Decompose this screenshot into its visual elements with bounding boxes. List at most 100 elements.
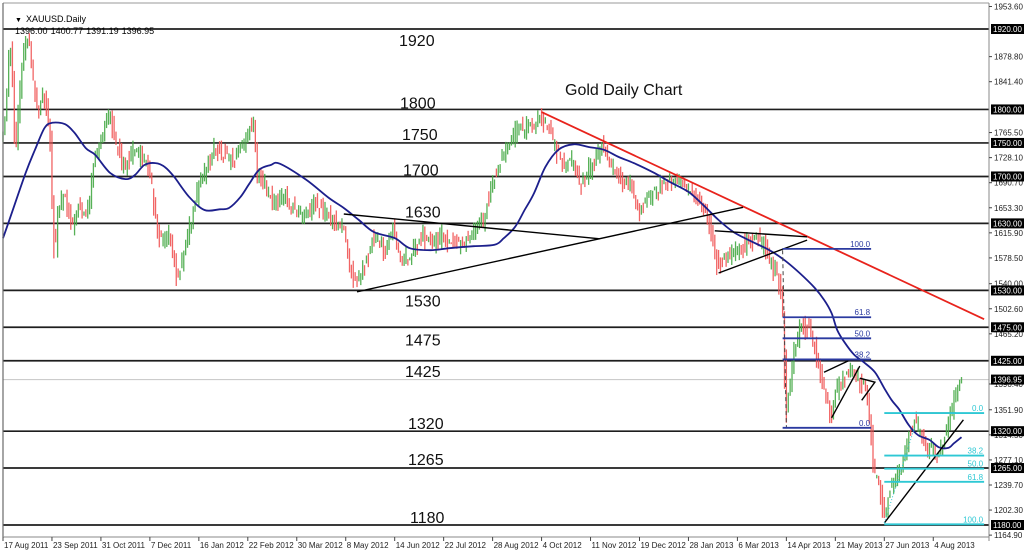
rising-support-line[interactable] xyxy=(883,419,964,524)
fib-level-label: 0.0 xyxy=(859,419,871,428)
fib-level-label: 50.0 xyxy=(968,460,984,469)
level-price-label-box xyxy=(991,171,1024,182)
level-price-label: 1265.00 xyxy=(993,464,1022,473)
level-annotations: 1920 1800 1750 1700 1630 1530 1475 1425 1320 1265… xyxy=(399,33,445,527)
date-tick-label: 4 Oct 2012 xyxy=(543,541,583,550)
level-price-label: 1920.00 xyxy=(993,25,1022,34)
fib-level-label: 0.0 xyxy=(972,404,984,413)
time-axis[interactable]: 17 Aug 2011 23 Sep 2011 31 Oct 2011 7 Dec 2… xyxy=(2,537,975,550)
fib-level-label: 38.2 xyxy=(968,447,984,456)
chart-frame xyxy=(2,2,990,541)
flag-upper-line[interactable] xyxy=(714,230,808,238)
level-price-label: 1475.00 xyxy=(993,323,1022,332)
level-price-label-box xyxy=(991,355,1024,366)
wedge-lower-line[interactable] xyxy=(830,365,861,419)
level-label-1425: 1425 xyxy=(405,364,441,381)
price-tick-label: 1653.30 xyxy=(994,204,1023,213)
level-price-label-box xyxy=(991,463,1024,474)
triangle-upper-line[interactable] xyxy=(343,213,600,240)
date-tick-label: 14 Apr 2013 xyxy=(787,541,831,550)
level-price-label-box xyxy=(991,137,1024,148)
low-value: 1391.19 xyxy=(86,26,119,36)
level-price-label-box xyxy=(991,285,1024,296)
level-price-label-box xyxy=(991,104,1024,115)
level-price-label: 1800.00 xyxy=(993,105,1022,114)
date-tick-label: 17 Aug 2011 xyxy=(4,541,49,550)
price-tick-label: 1841.40 xyxy=(994,78,1023,87)
level-price-label-box xyxy=(991,426,1024,437)
fib-level-label: 100.0 xyxy=(850,240,871,249)
level-price-label-box xyxy=(991,520,1024,531)
date-tick-label: 30 Mar 2012 xyxy=(298,541,343,550)
support-resistance-lines[interactable] xyxy=(3,28,989,526)
date-tick-label: 23 Sep 2011 xyxy=(53,541,98,550)
current-price-label-box xyxy=(991,374,1024,385)
price-tick-label: 1164.90 xyxy=(994,531,1023,540)
date-tick-label: 14 Jun 2012 xyxy=(396,541,441,550)
price-tick-label: 1765.50 xyxy=(994,129,1023,138)
triangle-lower-line[interactable] xyxy=(356,206,744,293)
chart-title: Gold Daily Chart xyxy=(565,82,683,99)
date-tick-label: 28 Jan 2013 xyxy=(689,541,734,550)
red-downtrend-line[interactable] xyxy=(541,111,985,321)
date-tick-label: 8 May 2012 xyxy=(347,541,389,550)
price-tick-label: 1277.10 xyxy=(994,456,1023,465)
date-tick-label: 28 Aug 2012 xyxy=(494,541,539,550)
wedge-upper-line[interactable] xyxy=(823,360,849,373)
close-value: 1396.95 xyxy=(121,26,155,36)
price-tick-label: 1465.20 xyxy=(994,330,1023,339)
fib-level-label: 61.8 xyxy=(968,473,984,482)
moving-average-line xyxy=(2,121,963,450)
price-tick-label: 1239.70 xyxy=(994,481,1023,490)
high-value: 1400.77 xyxy=(50,26,84,36)
fibonacci-retracements[interactable]: 100.0 61.8 50.0 38.2 0.0 0.0 38.2 50.0 61.8 100.0 xyxy=(782,240,985,526)
dropdown-triangle-icon[interactable]: ▼ xyxy=(15,17,22,24)
date-tick-label: 4 Aug 2013 xyxy=(934,541,975,550)
price-tick-label: 1351.90 xyxy=(994,406,1023,415)
level-price-label: 1320.00 xyxy=(993,427,1022,436)
level-label-1265: 1265 xyxy=(408,452,444,469)
level-price-label-box xyxy=(991,24,1024,35)
level-price-label: 1180.00 xyxy=(993,521,1022,530)
date-tick-label: 16 Jan 2012 xyxy=(200,541,245,550)
fib-level-label: 38.2 xyxy=(855,350,871,359)
level-price-label: 1700.00 xyxy=(993,172,1022,181)
date-tick-label: 31 Oct 2011 xyxy=(102,541,146,550)
fib-retracement-blue[interactable]: 100.0 61.8 50.0 38.2 0.0 xyxy=(782,240,872,429)
price-tick-label: 1540.00 xyxy=(994,280,1023,289)
price-tick-label: 1502.60 xyxy=(994,305,1023,314)
level-price-label: 1750.00 xyxy=(993,139,1022,148)
price-tick-label: 1615.90 xyxy=(994,229,1023,238)
date-tick-label: 7 Dec 2011 xyxy=(151,541,192,550)
current-price-label: 1396.95 xyxy=(993,376,1022,385)
fib-retracement-cyan[interactable]: 0.0 38.2 50.0 61.8 100.0 xyxy=(883,404,985,526)
level-label-1630: 1630 xyxy=(405,204,441,221)
price-tick-label: 1728.10 xyxy=(994,154,1023,163)
level-label-1475: 1475 xyxy=(405,332,441,349)
flag-lower-line[interactable] xyxy=(718,239,808,274)
date-tick-label: 22 Jul 2012 xyxy=(445,541,487,550)
date-tick-label: 6 Mar 2013 xyxy=(738,541,779,550)
date-tick-label: 11 Nov 2012 xyxy=(592,541,637,550)
price-tick-label: 1690.70 xyxy=(994,179,1023,188)
fib-connector-line xyxy=(782,250,787,428)
open-value: 1396.00 xyxy=(15,26,48,36)
level-price-label-box xyxy=(991,218,1024,229)
symbol-header: ▼ XAUUSD.Daily 1396.00 1400.77 1391.19 1396.… xyxy=(5,4,157,46)
level-label-1180: 1180 xyxy=(410,510,445,527)
level-price-label: 1630.00 xyxy=(993,219,1022,228)
symbol-label: XAUUSD.Daily xyxy=(25,14,86,24)
level-price-label: 1530.00 xyxy=(993,286,1022,295)
level-label-1920: 1920 xyxy=(399,33,435,50)
small-triangle-line[interactable] xyxy=(859,377,877,401)
level-label-1800: 1800 xyxy=(400,95,436,112)
level-label-1750: 1750 xyxy=(402,127,438,144)
level-price-label: 1425.00 xyxy=(993,357,1022,366)
date-tick-label: 27 Jun 2013 xyxy=(885,541,930,550)
fib-level-label: 61.8 xyxy=(855,308,871,317)
price-tick-label: 1202.30 xyxy=(994,506,1023,515)
price-axis[interactable]: 1953.60 1878.80 1841.40 1765.50 1728.10 1690.… xyxy=(989,2,1024,540)
